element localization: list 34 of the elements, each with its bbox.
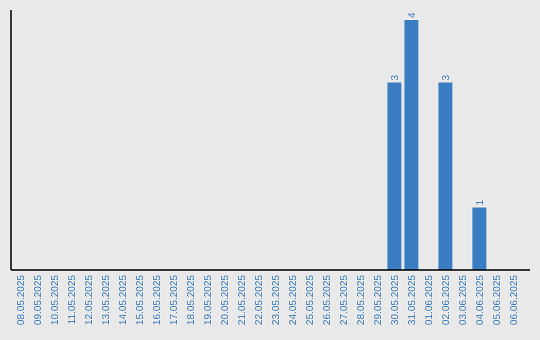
x-tick-label: 03.06.2025 xyxy=(458,274,469,326)
x-tick-label: 06.06.2025 xyxy=(508,274,520,326)
x-tick-label: 10.05.2025 xyxy=(50,274,62,326)
x-tick-label: 26.05.2025 xyxy=(322,274,333,326)
x-tick-label: 23.05.2025 xyxy=(270,274,282,326)
x-tick-label: 08.05.2025 xyxy=(16,274,28,326)
x-tick-label: 12.05.2025 xyxy=(84,274,96,326)
x-tick-label: 15.05.2025 xyxy=(135,274,146,326)
x-tick-label: 17.05.2025 xyxy=(169,274,180,326)
x-tick-label: 21.05.2025 xyxy=(237,274,248,326)
x-tick-label: 05.06.2025 xyxy=(492,274,503,326)
x-tick-label: 28.05.2025 xyxy=(356,274,367,326)
x-tick-label: 01.06.2025 xyxy=(424,274,435,326)
x-tick-label: 16.05.2025 xyxy=(152,274,164,326)
x-tick-label: 19.05.2025 xyxy=(203,274,214,326)
data-label: 3 xyxy=(440,74,452,80)
x-tick-label: 27.05.2025 xyxy=(338,274,350,326)
x-tick-label: 14.05.2025 xyxy=(118,274,130,326)
x-tick-label: 09.05.2025 xyxy=(33,274,44,326)
data-label: 1 xyxy=(474,200,486,206)
x-tick-label: 11.05.2025 xyxy=(67,274,78,324)
x-tick-label: 25.05.2025 xyxy=(304,274,316,326)
x-tick-label: 29.05.2025 xyxy=(372,274,384,326)
data-label: 4 xyxy=(406,12,418,18)
x-tick-label: 02.06.2025 xyxy=(440,274,452,326)
x-tick-label: 31.05.2025 xyxy=(406,274,418,326)
x-tick-label: 18.05.2025 xyxy=(186,274,198,326)
x-tick-label: 22.05.2025 xyxy=(254,274,266,326)
x-tick-label: 04.06.2025 xyxy=(474,274,486,326)
data-label: 3 xyxy=(390,74,401,80)
x-tick-label: 24.05.2025 xyxy=(288,274,299,326)
x-tick-label: 13.05.2025 xyxy=(101,274,112,326)
x-tick-label: 30.05.2025 xyxy=(390,274,401,326)
x-tick-label: 20.05.2025 xyxy=(220,274,232,326)
